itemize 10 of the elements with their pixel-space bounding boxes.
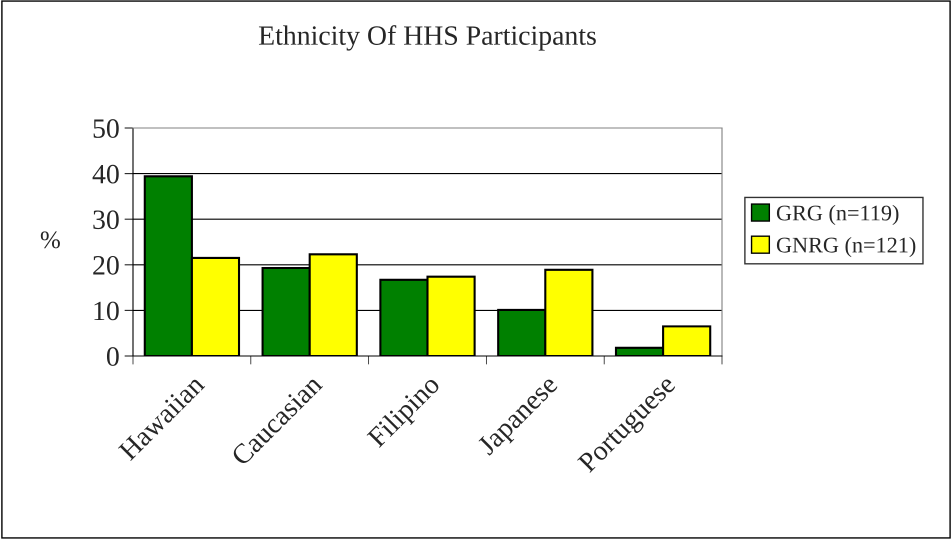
y-tick-label: 40 [92,164,119,184]
legend-label: GNRG (n=121) [776,236,916,258]
y-axis-title: % [40,231,60,248]
legend-label: GRG (n=119) [776,204,898,226]
y-tick-label: 20 [93,256,119,275]
y-tick-label: 30 [93,210,119,230]
y-tick-label: 0 [106,347,119,366]
y-tick-label: 10 [94,302,119,320]
y-tick-label: 50 [94,119,119,138]
chart-title: Ethnicity Of HHS Participants [258,25,596,51]
